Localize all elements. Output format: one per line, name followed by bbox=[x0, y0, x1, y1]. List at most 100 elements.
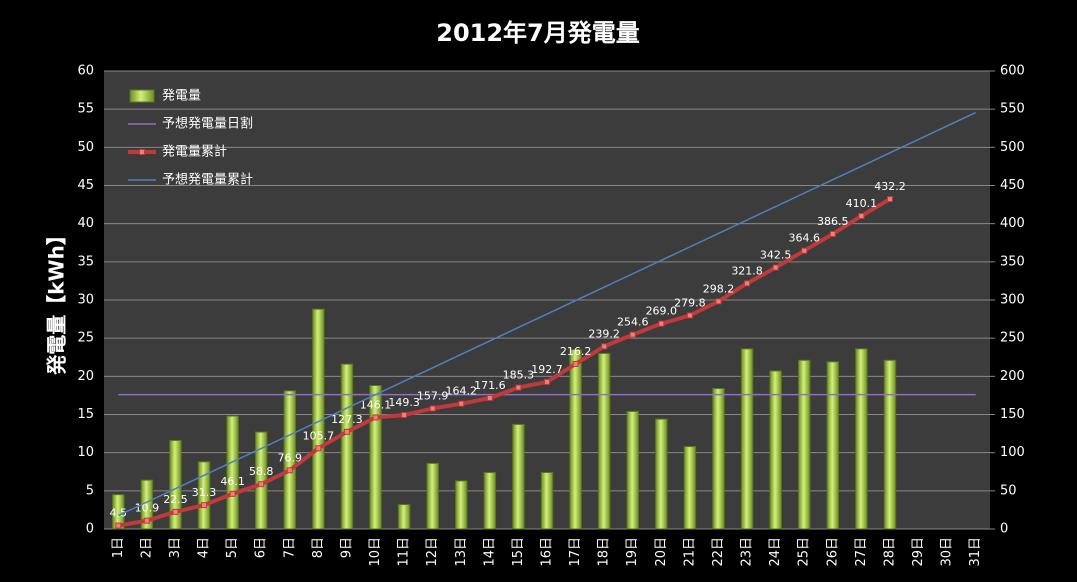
x-tick-label: 4日 bbox=[197, 537, 212, 558]
marker bbox=[315, 445, 322, 452]
y-tick-label: 20 bbox=[77, 369, 94, 384]
bar bbox=[597, 352, 611, 530]
bar bbox=[655, 418, 668, 530]
data-label: 157.9 bbox=[417, 389, 449, 402]
data-label: 4.5 bbox=[110, 507, 128, 520]
x-tick-label: 1日 bbox=[111, 537, 126, 558]
x-tick-label: 7日 bbox=[282, 537, 297, 558]
marker bbox=[572, 360, 579, 367]
x-tick-label: 8日 bbox=[311, 537, 326, 558]
y2-tick-label: 550 bbox=[1000, 102, 1025, 117]
marker bbox=[401, 412, 408, 419]
data-label: 146.1 bbox=[360, 398, 392, 411]
data-label: 149.3 bbox=[388, 396, 420, 409]
bar bbox=[569, 349, 582, 530]
x-tick-label: 24日 bbox=[768, 537, 783, 567]
data-label: 22.5 bbox=[163, 493, 188, 506]
y2-tick-label: 250 bbox=[1000, 331, 1025, 346]
bar bbox=[197, 461, 211, 530]
marker bbox=[515, 384, 522, 391]
data-label: 254.6 bbox=[617, 316, 649, 329]
data-label: 171.6 bbox=[474, 379, 506, 392]
y2-tick-label: 450 bbox=[1000, 178, 1025, 193]
y2-tick-label: 300 bbox=[1000, 293, 1025, 308]
marker bbox=[629, 331, 636, 338]
bar bbox=[683, 446, 697, 530]
data-label: 342.5 bbox=[760, 249, 792, 262]
marker bbox=[772, 264, 779, 271]
marker bbox=[858, 212, 865, 219]
y2-tick-label: 200 bbox=[1000, 369, 1025, 384]
y2-tick-label: 100 bbox=[1000, 445, 1025, 460]
data-label: 46.1 bbox=[220, 475, 245, 488]
bar bbox=[883, 359, 897, 530]
marker bbox=[601, 343, 608, 350]
bar bbox=[112, 494, 125, 530]
data-label: 269.0 bbox=[646, 305, 678, 318]
bar bbox=[397, 504, 411, 530]
x-tick-label: 25日 bbox=[797, 537, 812, 567]
legend-label: 予想発電量累計 bbox=[162, 172, 253, 188]
y-tick-label: 35 bbox=[77, 254, 94, 269]
data-label: 185.3 bbox=[503, 369, 535, 382]
x-tick-label: 10日 bbox=[368, 537, 383, 567]
marker bbox=[286, 467, 293, 474]
data-label: 279.8 bbox=[674, 296, 706, 309]
line bbox=[117, 197, 891, 528]
data-label: 432.2 bbox=[874, 180, 906, 193]
bar bbox=[626, 410, 639, 530]
y-tick-label: 30 bbox=[77, 293, 94, 308]
y2-tick-label: 500 bbox=[1000, 140, 1025, 155]
y-tick-label: 50 bbox=[77, 140, 94, 155]
marker bbox=[201, 502, 208, 509]
y-tick-label: 0 bbox=[86, 522, 94, 537]
x-tick-label: 29日 bbox=[911, 537, 926, 567]
data-label: 76.9 bbox=[278, 451, 303, 464]
bar bbox=[169, 439, 182, 530]
legend-label: 予想発電量日割 bbox=[162, 116, 253, 132]
y2-tick-label: 50 bbox=[1000, 483, 1017, 498]
y-tick-label: 15 bbox=[77, 407, 94, 422]
x-tick-label: 30日 bbox=[940, 537, 955, 567]
x-tick-label: 23日 bbox=[740, 537, 755, 567]
bar bbox=[798, 359, 811, 530]
x-tick-label: 6日 bbox=[254, 537, 269, 558]
data-label: 364.6 bbox=[788, 232, 820, 245]
bar bbox=[455, 480, 468, 530]
marker bbox=[886, 196, 893, 203]
y2-tick-label: 600 bbox=[1000, 64, 1025, 79]
x-tick-label: 16日 bbox=[540, 537, 555, 567]
x-tick-label: 18日 bbox=[597, 537, 612, 567]
data-label: 10.9 bbox=[135, 502, 160, 515]
data-label: 410.1 bbox=[846, 197, 878, 210]
bar bbox=[740, 348, 754, 530]
data-label: 386.5 bbox=[817, 215, 849, 228]
y-tick-label: 25 bbox=[77, 331, 94, 346]
y-axis-title: 発電量【kWh】 bbox=[45, 225, 69, 376]
marker bbox=[458, 400, 465, 407]
data-label: 105.7 bbox=[303, 429, 335, 442]
data-label: 192.7 bbox=[531, 363, 563, 376]
legend-label: 発電量累計 bbox=[162, 144, 227, 160]
y2-tick-label: 150 bbox=[1000, 407, 1025, 422]
y-tick-label: 10 bbox=[77, 445, 94, 460]
marker bbox=[115, 522, 122, 529]
bar bbox=[855, 348, 868, 530]
bar bbox=[712, 388, 725, 530]
x-tick-label: 15日 bbox=[511, 537, 526, 567]
line bbox=[117, 111, 977, 517]
data-label: 58.8 bbox=[249, 465, 274, 478]
x-tick-label: 14日 bbox=[482, 537, 497, 567]
marker bbox=[258, 481, 265, 488]
marker bbox=[229, 490, 236, 497]
marker bbox=[372, 414, 379, 421]
data-label: 164.2 bbox=[446, 385, 478, 398]
chart-title: 2012年7月発電量 bbox=[436, 19, 640, 47]
marker bbox=[801, 247, 808, 254]
bar bbox=[512, 423, 525, 530]
legend-marker bbox=[139, 149, 145, 155]
marker bbox=[143, 517, 150, 524]
marker bbox=[343, 428, 350, 435]
marker bbox=[686, 312, 693, 319]
